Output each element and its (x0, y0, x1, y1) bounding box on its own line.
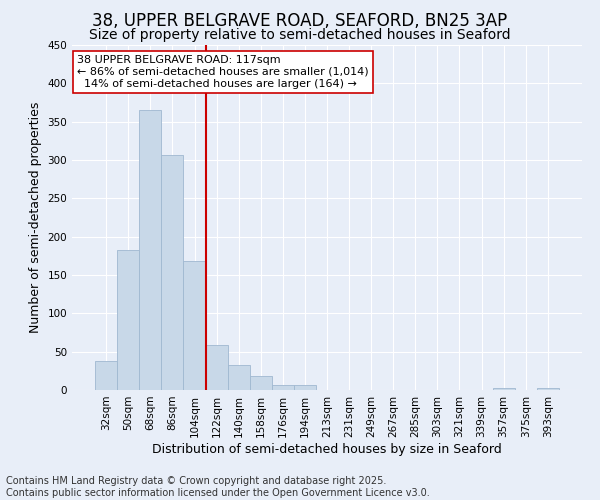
X-axis label: Distribution of semi-detached houses by size in Seaford: Distribution of semi-detached houses by … (152, 442, 502, 456)
Bar (95, 361, 117, 390)
Bar (184, 261, 206, 390)
Bar (139, 110, 161, 390)
Bar (117, 250, 139, 390)
Text: Size of property relative to semi-detached houses in Seaford: Size of property relative to semi-detach… (89, 28, 511, 42)
Bar (493, 388, 515, 390)
Bar (272, 386, 294, 390)
Bar (294, 386, 316, 390)
Bar (206, 345, 227, 390)
Bar (537, 388, 559, 390)
Text: Contains HM Land Registry data © Crown copyright and database right 2025.
Contai: Contains HM Land Registry data © Crown c… (6, 476, 430, 498)
Bar (161, 154, 184, 390)
Y-axis label: Number of semi-detached properties: Number of semi-detached properties (29, 102, 42, 333)
Bar (250, 376, 272, 390)
Text: 38 UPPER BELGRAVE ROAD: 117sqm
← 86% of semi-detached houses are smaller (1,014): 38 UPPER BELGRAVE ROAD: 117sqm ← 86% of … (77, 56, 369, 88)
Bar (227, 366, 250, 390)
Text: 38, UPPER BELGRAVE ROAD, SEAFORD, BN25 3AP: 38, UPPER BELGRAVE ROAD, SEAFORD, BN25 3… (92, 12, 508, 30)
